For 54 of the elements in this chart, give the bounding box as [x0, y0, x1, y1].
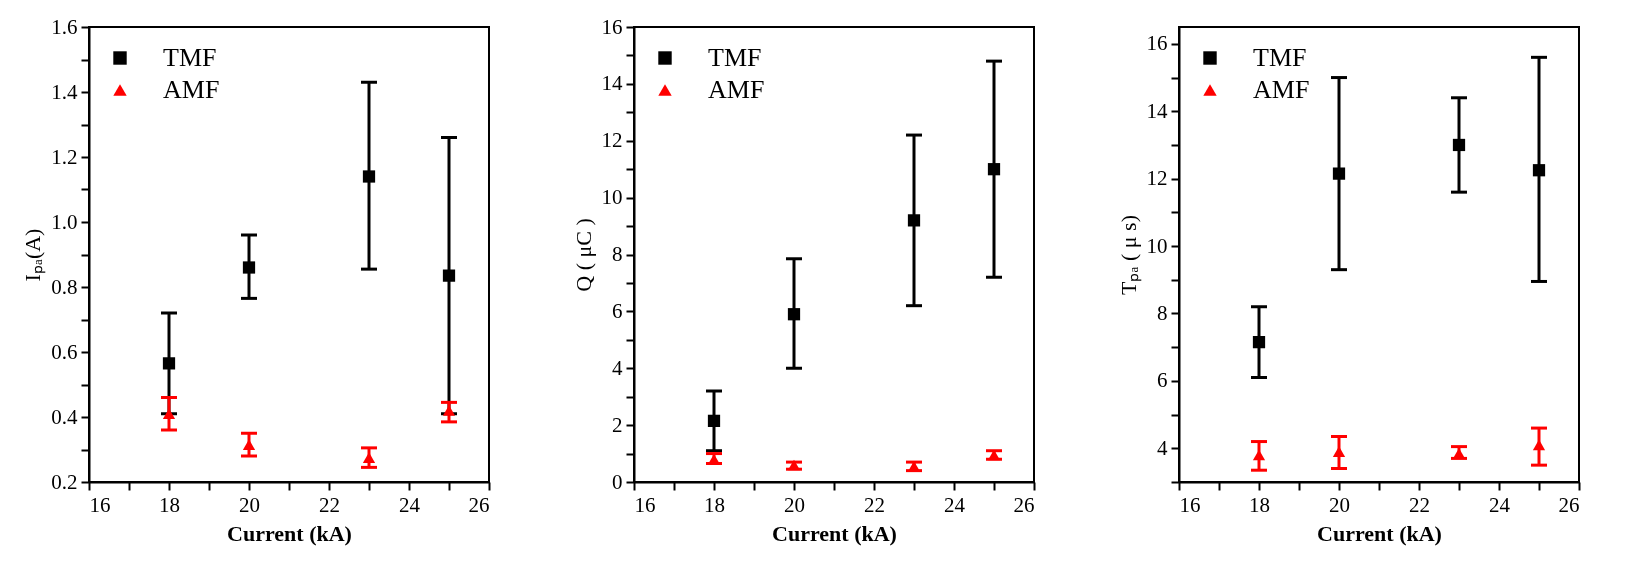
- y-tick-label: 14: [601, 71, 623, 96]
- y-tick-label: 10: [601, 185, 623, 210]
- y-tick-label: 6: [612, 298, 623, 323]
- y-tick-label: 14: [1146, 98, 1168, 123]
- y-tick-label: 1.4: [51, 79, 78, 104]
- y-tick-label: 1.2: [51, 144, 78, 169]
- y-tick-label: 1.0: [51, 209, 78, 234]
- y-axis-title: Iₚₐ(A): [20, 228, 47, 282]
- y-tick-label: 2: [612, 412, 623, 437]
- y-tick-label: 0: [612, 469, 623, 494]
- x-tick-label: 18: [1249, 492, 1270, 517]
- x-tick-label: 26: [1013, 492, 1035, 517]
- y-tick-label: 0.4: [51, 404, 78, 429]
- legend-label: AMF: [1253, 75, 1310, 104]
- y-axis-title: Tₚₐ ( μ s): [1115, 215, 1142, 295]
- legend-label: TMF: [708, 43, 762, 72]
- y-tick-label: 4: [1157, 435, 1168, 460]
- y-tick-label: 8: [1157, 300, 1168, 325]
- y-tick-label: 12: [1146, 166, 1168, 191]
- x-tick-label: 26: [1558, 492, 1580, 517]
- y-tick-label: 16: [1146, 31, 1168, 56]
- x-tick-label: 16: [1179, 492, 1201, 517]
- x-tick-label: 18: [159, 492, 180, 517]
- x-tick-label: 18: [704, 492, 725, 517]
- x-tick-label: 16: [89, 492, 111, 517]
- y-tick-label: 12: [601, 128, 623, 153]
- x-tick-label: 24: [1489, 492, 1511, 517]
- legend-label: AMF: [163, 75, 220, 104]
- y-tick-label: 1.6: [51, 14, 78, 39]
- x-tick-label: 20: [784, 492, 805, 517]
- legend-label: AMF: [708, 75, 765, 104]
- x-tick-label: 24: [944, 492, 966, 517]
- y-tick-label: 6: [1157, 368, 1168, 393]
- x-tick-label: 16: [634, 492, 656, 517]
- legend-label: TMF: [163, 43, 217, 72]
- x-axis-title: Current (kA): [227, 520, 352, 546]
- y-tick-label: 0.2: [51, 469, 78, 494]
- x-tick-label: 22: [319, 492, 340, 517]
- x-axis-title: Current (kA): [772, 520, 897, 546]
- y-tick-label: 0.6: [51, 339, 78, 364]
- x-tick-label: 20: [1329, 492, 1350, 517]
- y-tick-label: 0.8: [51, 274, 78, 299]
- x-tick-label: 22: [864, 492, 885, 517]
- x-tick-label: 24: [399, 492, 421, 517]
- x-tick-label: 22: [1409, 492, 1430, 517]
- y-tick-label: 10: [1146, 233, 1168, 258]
- y-axis-title: Q ( μC ): [570, 218, 596, 292]
- x-tick-label: 26: [468, 492, 490, 517]
- legend-label: TMF: [1253, 43, 1307, 72]
- y-tick-label: 4: [612, 355, 623, 380]
- x-axis-title: Current (kA): [1317, 520, 1442, 546]
- x-tick-label: 20: [239, 492, 260, 517]
- y-tick-label: 16: [601, 14, 623, 39]
- y-tick-label: 8: [612, 242, 623, 266]
